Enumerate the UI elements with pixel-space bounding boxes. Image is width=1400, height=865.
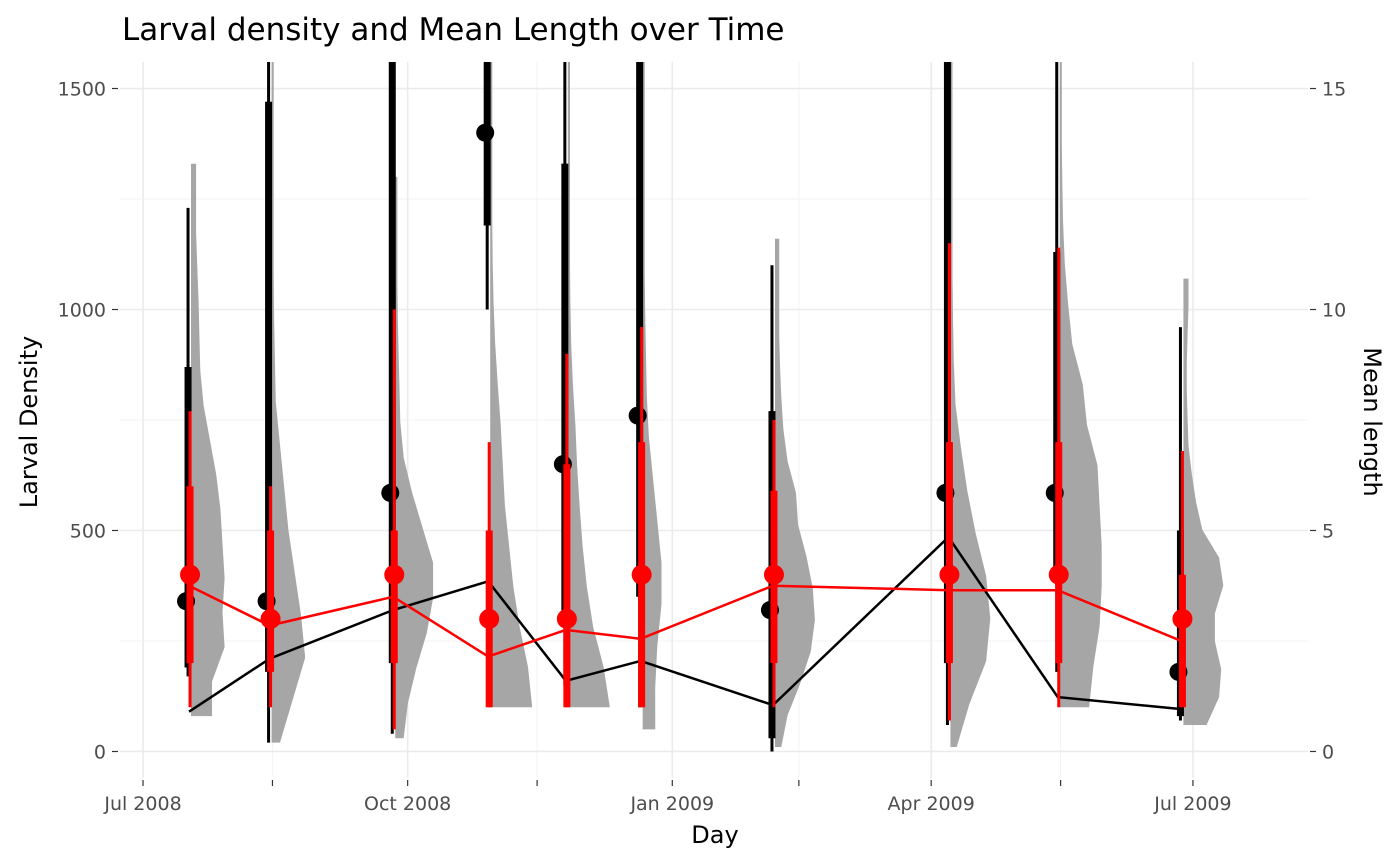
density-median-point-5 xyxy=(628,406,647,425)
density-mean-line xyxy=(188,535,1182,713)
length-median-point-4 xyxy=(556,608,577,629)
density-intervals xyxy=(177,62,1188,752)
y-tick-label: 1500 xyxy=(58,79,106,101)
violin-2 xyxy=(395,176,434,739)
y-tick-label: 0 xyxy=(94,741,106,763)
length-median-point-6 xyxy=(763,564,784,585)
axes: 0 500 1000 1500 0 5 10 15 Jul 2008 Oct 2008 Jan 20… xyxy=(58,79,1347,815)
violin-1 xyxy=(271,62,306,743)
y2-tick-label: 0 xyxy=(1322,741,1334,763)
density-median-point-3 xyxy=(476,123,495,142)
length-median-point-2 xyxy=(384,564,405,585)
violins xyxy=(191,62,1224,748)
length-median-point-5 xyxy=(631,564,652,585)
x-tick-label: Oct 2008 xyxy=(364,793,451,815)
x-axis-title: Day xyxy=(691,821,738,849)
length-mean-path xyxy=(188,584,1182,658)
y2-tick-label: 10 xyxy=(1322,300,1346,322)
y2-tick-label: 5 xyxy=(1322,520,1334,542)
violin-9 xyxy=(1183,278,1224,725)
length-median-point-8 xyxy=(1048,564,1069,585)
chart-title: Larval density and Mean Length over Time xyxy=(122,12,784,48)
length-median-point-0 xyxy=(180,564,201,585)
violin-4 xyxy=(567,62,610,708)
x-tick-label: Jul 2008 xyxy=(103,793,181,815)
violin-6 xyxy=(774,238,815,748)
x-tick-label: Jul 2009 xyxy=(1153,793,1231,815)
violin-7 xyxy=(950,62,991,748)
length-median-point-7 xyxy=(939,564,960,585)
violin-3 xyxy=(490,62,533,708)
x-tick-label: Jan 2009 xyxy=(629,793,714,815)
y-tick-label: 1000 xyxy=(58,300,106,322)
x-tick-label: Apr 2009 xyxy=(888,793,975,815)
length-median-point-3 xyxy=(479,608,500,629)
violin-0 xyxy=(191,163,225,717)
y-tick-label: 500 xyxy=(70,520,106,542)
density-mean-path xyxy=(188,535,1182,713)
density-median-point-2 xyxy=(381,483,400,502)
y-axis-title: Larval Density xyxy=(15,336,43,508)
y2-tick-label: 15 xyxy=(1322,79,1346,101)
length-mean-line xyxy=(188,584,1182,658)
violin-5 xyxy=(642,62,662,730)
y2-axis-title: Mean length xyxy=(1358,347,1386,497)
length-intervals xyxy=(180,243,1193,730)
length-median-point-1 xyxy=(260,608,281,629)
length-median-point-9 xyxy=(1172,608,1193,629)
violin-8 xyxy=(1059,62,1102,708)
